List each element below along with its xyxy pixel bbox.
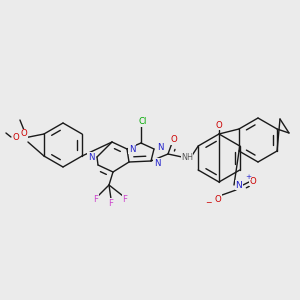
- Text: O: O: [21, 130, 27, 139]
- Text: O: O: [13, 133, 19, 142]
- Text: O: O: [250, 176, 256, 185]
- Text: N: N: [236, 181, 242, 190]
- Text: N: N: [129, 145, 135, 154]
- Text: O: O: [214, 194, 221, 203]
- Text: N: N: [88, 152, 94, 161]
- Text: NH: NH: [181, 152, 193, 161]
- Text: N: N: [157, 142, 163, 152]
- Text: F: F: [94, 194, 98, 203]
- Text: −: −: [205, 199, 211, 208]
- Text: O: O: [216, 121, 222, 130]
- Text: O: O: [171, 136, 177, 145]
- Text: Cl: Cl: [139, 118, 147, 127]
- Text: F: F: [109, 199, 113, 208]
- Text: N: N: [154, 158, 160, 167]
- Text: F: F: [122, 194, 128, 203]
- Text: +: +: [245, 174, 251, 180]
